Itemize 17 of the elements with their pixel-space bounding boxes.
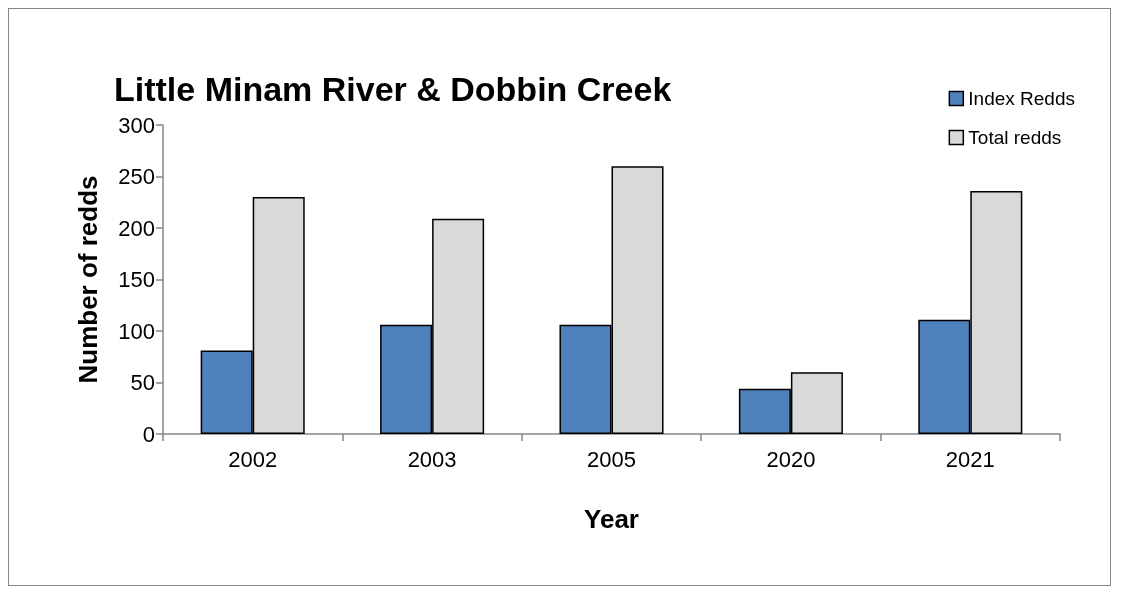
y-tick-label: 300 — [118, 112, 155, 138]
legend-label: Index Redds — [968, 88, 1076, 109]
x-tick-label: 2005 — [587, 446, 636, 472]
y-tick-label: 150 — [118, 267, 155, 292]
x-tick-label: 2020 — [766, 446, 816, 472]
y-tick-label: 100 — [118, 318, 155, 344]
y-tick-label: 200 — [118, 215, 155, 241]
x-tick-label: 2003 — [407, 446, 457, 472]
x-axis-title: Year — [584, 504, 639, 534]
chart-title: Little Minam River & Dobbin Creek — [114, 70, 672, 108]
legend-label: Total redds — [968, 127, 1062, 148]
y-tick-label: 0 — [142, 421, 155, 447]
y-tick-label: 50 — [130, 370, 155, 395]
x-tick-label: 2021 — [945, 446, 995, 472]
x-tick-label: 2002 — [228, 446, 278, 472]
y-axis-title: Number of redds — [73, 175, 103, 384]
y-tick-label: 250 — [118, 164, 155, 189]
